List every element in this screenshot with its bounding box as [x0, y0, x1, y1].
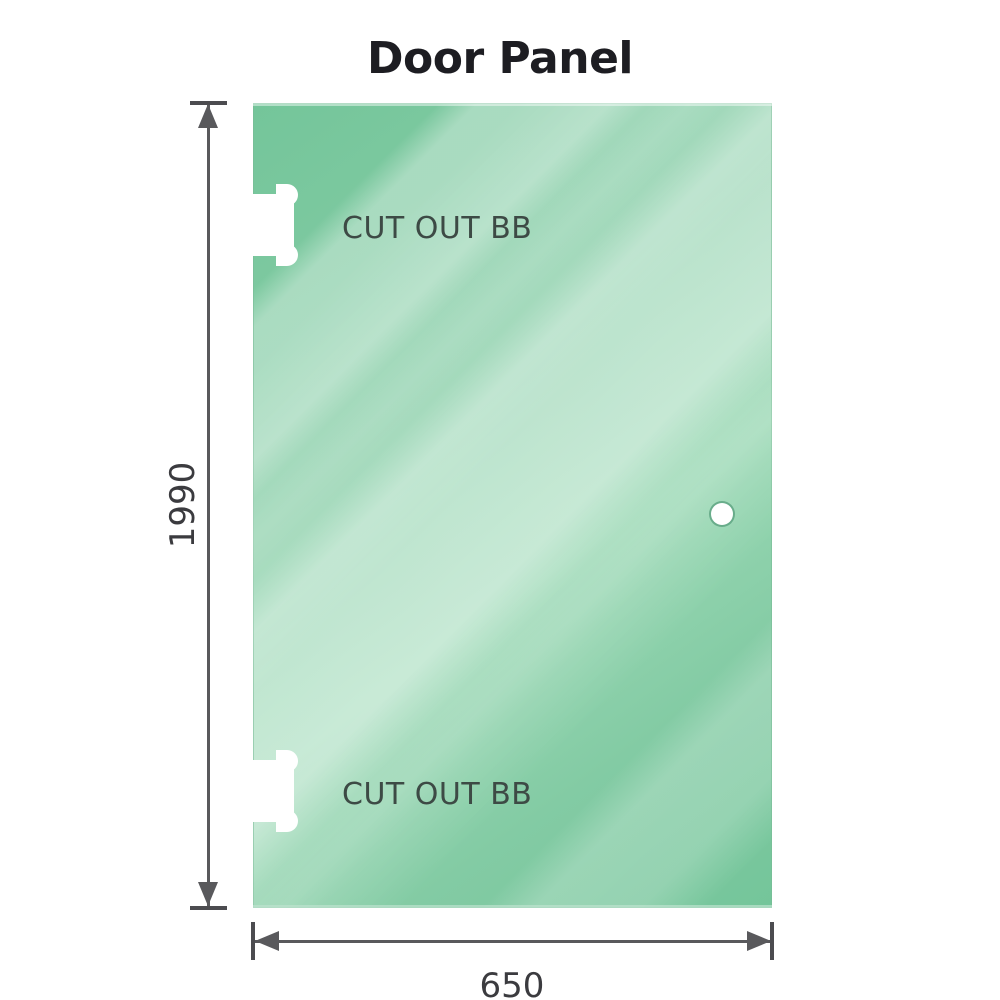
cutout-lobe-bottom: [276, 810, 298, 832]
width-dimension-line: [253, 940, 772, 943]
panel-top-edge: [253, 103, 772, 106]
cutout-label-bottom: CUT OUT BB: [342, 777, 533, 812]
door-panel[interactable]: CUT OUT BB CUT OUT BB: [252, 103, 772, 908]
glass-surface: [253, 103, 772, 908]
panel-bottom-edge: [253, 905, 772, 908]
cutout-lobe-top: [276, 750, 298, 772]
arrow-right-icon: [747, 931, 771, 951]
height-extension-tick-bottom: [190, 906, 227, 910]
height-extension-tick-top: [190, 101, 227, 105]
width-extension-tick-right: [770, 922, 774, 960]
cutout-lobe-top: [276, 184, 298, 206]
cutout-bb-bottom[interactable]: [252, 750, 298, 832]
width-dimension-label: 650: [479, 966, 545, 1000]
arrow-up-icon: [198, 104, 218, 128]
handle-hole-icon[interactable]: [711, 503, 733, 525]
page-title: Door Panel: [366, 33, 634, 84]
cutout-bb-top[interactable]: [252, 184, 298, 266]
height-dimension-label: 1990: [163, 461, 203, 549]
height-dimension-line: [207, 103, 210, 908]
width-extension-tick-left: [251, 922, 255, 960]
cutout-lobe-bottom: [276, 244, 298, 266]
arrow-down-icon: [198, 882, 218, 906]
arrow-left-icon: [255, 931, 279, 951]
cutout-label-top: CUT OUT BB: [342, 211, 533, 246]
